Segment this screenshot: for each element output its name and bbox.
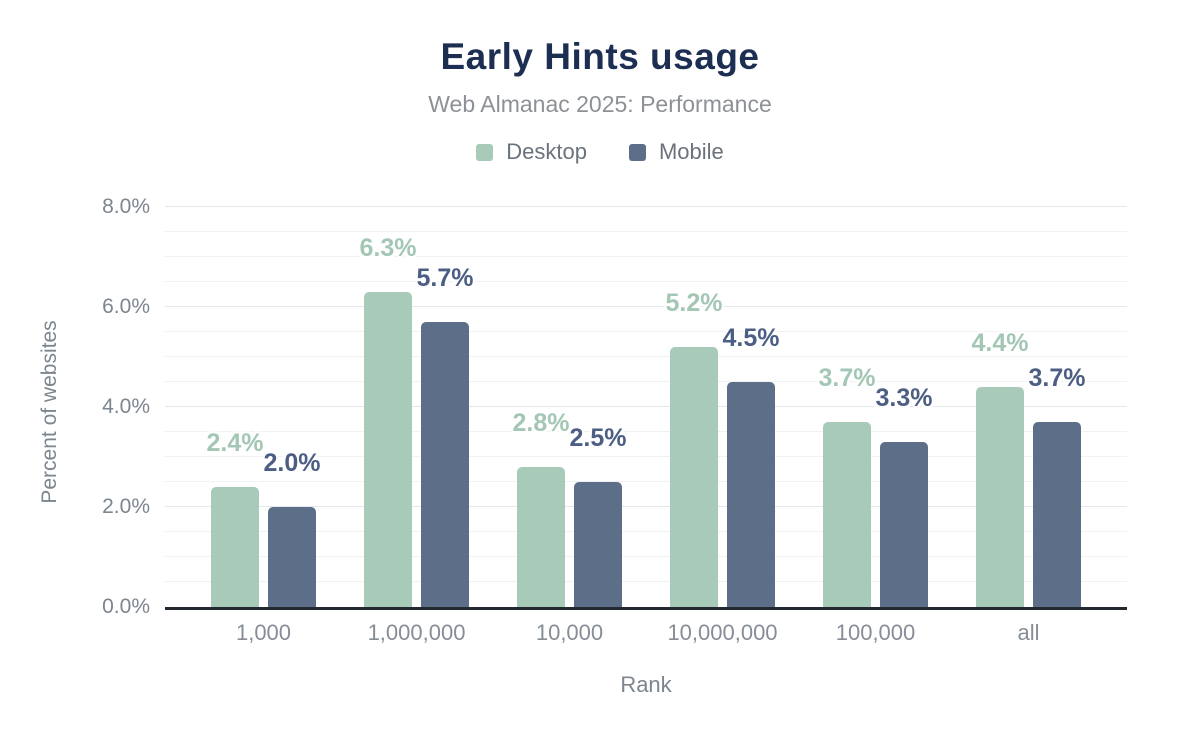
major-gridline: [165, 306, 1127, 307]
x-tick-label: all: [1017, 620, 1040, 645]
minor-gridline: [165, 356, 1127, 357]
desktop-bar-label: 6.3%: [359, 234, 417, 262]
bar-group: 4.4% 3.7% all: [952, 207, 1105, 645]
desktop-bar[interactable]: [364, 292, 412, 607]
x-tick-label: 10,000: [535, 620, 604, 645]
mobile-bar[interactable]: [1033, 422, 1081, 607]
legend: Desktop Mobile: [0, 139, 1200, 165]
desktop-bar-label: 2.8%: [512, 409, 570, 437]
legend-label-mobile: Mobile: [658, 139, 724, 164]
desktop-bar[interactable]: [976, 387, 1024, 607]
desktop-bar[interactable]: [823, 422, 871, 607]
mobile-bar-label: 3.7%: [1028, 364, 1086, 392]
bar-group: 2.4% 2.0% 1,000: [187, 207, 340, 645]
y-tick-label: 8.0%: [102, 195, 150, 218]
major-gridline: [165, 206, 1127, 207]
minor-gridline: [165, 281, 1127, 282]
desktop-bar[interactable]: [517, 467, 565, 607]
minor-gridline: [165, 256, 1127, 257]
y-tick-label: 2.0%: [102, 495, 150, 518]
minor-gridline: [165, 581, 1127, 582]
desktop-legend-swatch-icon: [476, 143, 494, 161]
desktop-bar-label: 4.4%: [971, 329, 1029, 357]
bar-groups: 2.4% 2.0% 1,000 6.3% 5.7% 1,000,000 2.8% 2.5% 10…: [165, 207, 1127, 645]
y-tick-label: 0.0%: [102, 595, 150, 618]
plot-area: 0.0% 2.0% 4.0% 6.0% 8.0% 2.4% 2.0% 1,000 6.3% 5.…: [102, 195, 1127, 645]
y-axis-title: Percent of websites: [38, 320, 61, 504]
minor-gridline: [165, 431, 1127, 432]
minor-gridline: [165, 231, 1127, 232]
desktop-bar[interactable]: [211, 487, 259, 607]
mobile-bar-label: 3.3%: [875, 384, 933, 412]
minor-gridline: [165, 556, 1127, 557]
x-tick-label: 1,000: [235, 620, 292, 645]
bar-group: 6.3% 5.7% 1,000,000: [340, 207, 493, 645]
mobile-bar[interactable]: [880, 442, 928, 607]
mobile-bar-label: 2.5%: [569, 424, 627, 452]
desktop-bar[interactable]: [670, 347, 718, 607]
desktop-bar-label: 3.7%: [818, 364, 876, 392]
mobile-legend-swatch-icon: [628, 143, 646, 161]
bar-group: 3.7% 3.3% 100,000: [799, 207, 952, 645]
minor-gridline: [165, 381, 1127, 382]
bar-group: 2.8% 2.5% 10,000: [493, 207, 646, 645]
y-tick-label: 4.0%: [102, 395, 150, 418]
minor-gridline: [165, 531, 1127, 532]
chart-subtitle: Web Almanac 2025: Performance: [428, 91, 772, 117]
desktop-bar-label: 2.4%: [206, 429, 264, 457]
legend-label-desktop: Desktop: [506, 139, 587, 164]
minor-gridline: [165, 456, 1127, 457]
x-axis-title: Rank: [620, 672, 672, 697]
legend-item-mobile[interactable]: Mobile: [628, 139, 724, 165]
mobile-bar-label: 2.0%: [263, 449, 321, 477]
major-gridline: [165, 506, 1127, 507]
mobile-bar[interactable]: [574, 482, 622, 607]
desktop-bar-label: 5.2%: [665, 289, 723, 317]
minor-gridline: [165, 481, 1127, 482]
x-tick-label: 100,000: [835, 620, 916, 645]
x-tick-label: 1,000,000: [367, 620, 466, 645]
bar-group: 5.2% 4.5% 10,000,000: [646, 207, 799, 645]
mobile-bar[interactable]: [421, 322, 469, 607]
mobile-bar[interactable]: [727, 382, 775, 607]
x-tick-label: 10,000,000: [667, 620, 778, 645]
y-tick-label: 6.0%: [102, 295, 150, 318]
chart-title: Early Hints usage: [440, 36, 760, 77]
mobile-bar-label: 5.7%: [416, 264, 474, 292]
legend-item-desktop[interactable]: Desktop: [476, 139, 587, 165]
mobile-bar[interactable]: [268, 507, 316, 607]
mobile-bar-label: 4.5%: [722, 324, 780, 352]
minor-gridline: [165, 331, 1127, 332]
major-gridline: [165, 406, 1127, 407]
